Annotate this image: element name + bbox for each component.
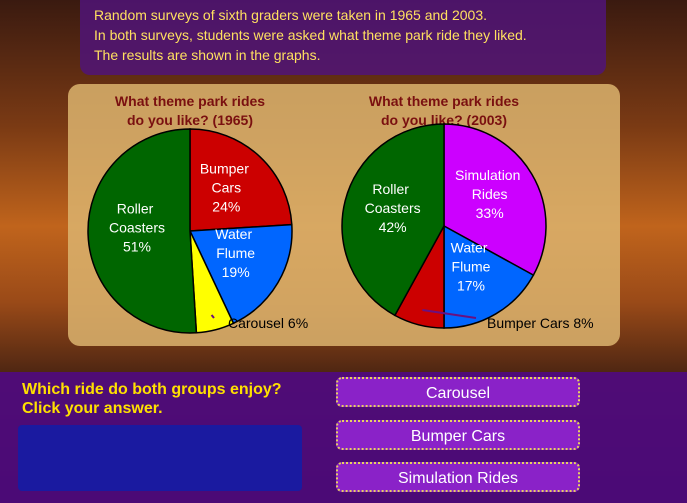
chart-title: do you like? (2003) xyxy=(381,112,507,128)
pie-slice xyxy=(188,223,293,325)
answer-button[interactable]: Carousel xyxy=(336,377,580,407)
slice-category-line: Simulation xyxy=(455,167,524,183)
slice-category-line: Bumper xyxy=(200,160,253,176)
slice-category-line: Water xyxy=(215,226,256,242)
slice-category-line: Roller xyxy=(372,181,412,197)
slice-category: Water Flume xyxy=(215,226,256,261)
slice-category: Carousel xyxy=(228,315,284,331)
question-panel: Which ride do both groups enjoy? Click y… xyxy=(0,372,687,503)
slice-value-label: 8% xyxy=(573,315,593,331)
question-line: Which ride do both groups enjoy? xyxy=(22,381,282,398)
pie-slice xyxy=(87,128,198,334)
slice-value-label: 33% xyxy=(476,205,504,221)
question: Which ride do both groups enjoy? Click y… xyxy=(22,380,282,418)
chart-title: What theme park rides xyxy=(369,93,519,109)
slice-category: Bumper Cars xyxy=(200,160,253,195)
slice-category-line: Flume xyxy=(216,245,255,261)
slice-value-label: 19% xyxy=(222,264,250,280)
leader-line xyxy=(210,314,215,319)
question-line: Click your answer. xyxy=(22,400,163,417)
answer-button[interactable]: Simulation Rides xyxy=(336,462,580,492)
slice-category-line: Coasters xyxy=(365,200,421,216)
answer-box xyxy=(18,425,302,491)
slice-label: Carousel 6% xyxy=(228,315,308,331)
intro-line: Random surveys of sixth graders were tak… xyxy=(94,7,488,23)
slice-category: Roller Coasters xyxy=(109,201,165,236)
slice-category-line: Roller xyxy=(117,201,157,217)
chart-title: What theme park rides xyxy=(115,93,265,109)
slice-value-label: 24% xyxy=(212,198,240,214)
slice-category: Roller Coasters xyxy=(365,181,421,216)
slice-category-line: Water xyxy=(451,240,492,256)
slice-category: Simulation Rides xyxy=(455,167,524,202)
slice-category-line: Cars xyxy=(212,179,242,195)
pie-slice xyxy=(443,224,535,329)
answer-button[interactable]: Bumper Cars xyxy=(336,420,580,450)
slice-value-label: 6% xyxy=(288,315,308,331)
intro-line: In both surveys, students were asked wha… xyxy=(94,27,527,43)
intro-box: Random surveys of sixth graders were tak… xyxy=(80,0,606,75)
slice-category: Bumper Cars xyxy=(487,315,569,331)
slice-category-line: Flume xyxy=(452,259,491,275)
slice-category: Water Flume xyxy=(451,240,492,275)
slice-label: Bumper Cars 8% xyxy=(487,315,594,331)
pie-slice xyxy=(443,123,547,277)
slice-value-label: 17% xyxy=(457,278,485,294)
slice-value-label: 42% xyxy=(379,219,407,235)
leader-line xyxy=(422,308,477,319)
pie-slice xyxy=(341,123,445,317)
slice-value-label: 51% xyxy=(123,239,151,255)
pie-slice xyxy=(189,128,293,232)
slice-category-line: Coasters xyxy=(109,220,165,236)
chart-title: do you like? (1965) xyxy=(127,112,253,128)
slice-category-line: Rides xyxy=(472,186,508,202)
charts: What theme park rides do you like? (1965)… xyxy=(87,93,594,334)
intro-line: The results are shown in the graphs. xyxy=(94,47,321,63)
